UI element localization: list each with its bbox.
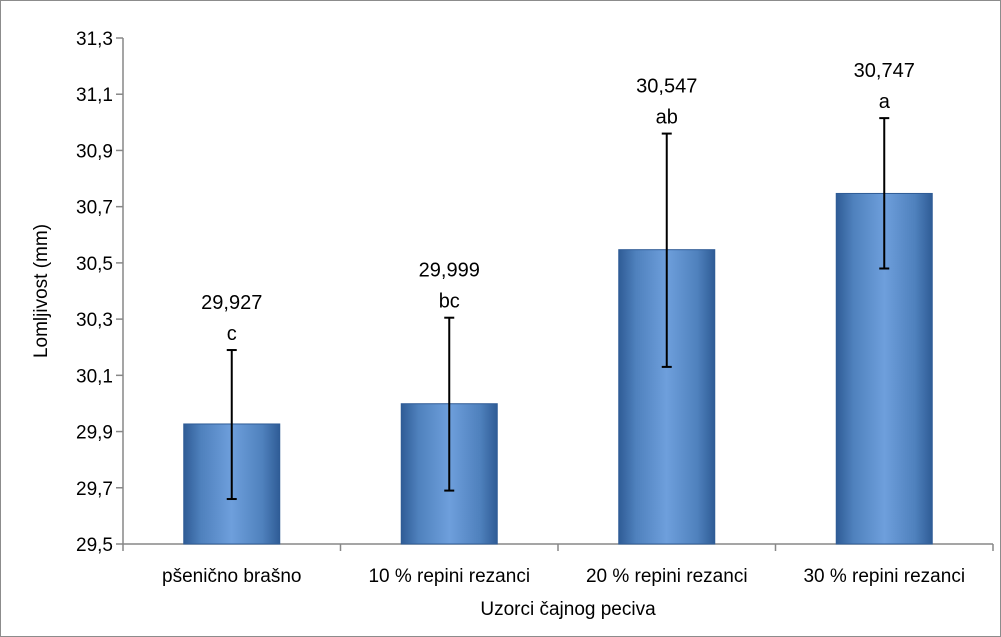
group-letter-label: bc xyxy=(439,291,460,313)
bars xyxy=(183,192,933,545)
data-value-label: 30,547 xyxy=(636,76,697,98)
x-category-label: 30 % repini rezanci xyxy=(803,566,965,587)
x-axis-title: Uzorci čajnog peciva xyxy=(480,599,656,620)
x-category-label: 10 % repini rezanci xyxy=(368,566,530,587)
y-tick-label: 30,5 xyxy=(76,254,113,275)
group-letter-label: c xyxy=(227,323,237,345)
y-tick-label: 31,3 xyxy=(76,29,113,50)
error-bars xyxy=(226,117,890,501)
y-tick-label: 29,7 xyxy=(76,479,113,500)
x-category-label: 20 % repini rezanci xyxy=(586,566,748,587)
y-tick-label: 29,9 xyxy=(76,423,113,444)
y-tick-label: 30,1 xyxy=(76,366,113,387)
y-tick-label: 30,3 xyxy=(76,310,113,331)
data-value-label: 29,927 xyxy=(201,292,262,314)
y-tick-label: 29,5 xyxy=(76,535,113,556)
data-value-label: 30,747 xyxy=(854,60,915,82)
x-category-label: pšenično brašno xyxy=(162,566,301,587)
data-value-label: 29,999 xyxy=(419,260,480,282)
y-tick-label: 30,7 xyxy=(76,198,113,219)
y-tick-label: 31,1 xyxy=(76,85,113,106)
axes: 29,5 29,7 29,9 30,1 30,3 30,5 30,7 30,9 31,1 31,3 xyxy=(76,29,994,556)
group-letter-label: a xyxy=(879,91,891,113)
labels: c 29,927 pšenično brašno bc 29,999 10 % repin… xyxy=(31,60,965,620)
group-letter-label: ab xyxy=(656,107,678,129)
y-tick-label: 30,9 xyxy=(76,141,113,162)
y-axis-title: Lomljivost (mm) xyxy=(31,224,52,358)
